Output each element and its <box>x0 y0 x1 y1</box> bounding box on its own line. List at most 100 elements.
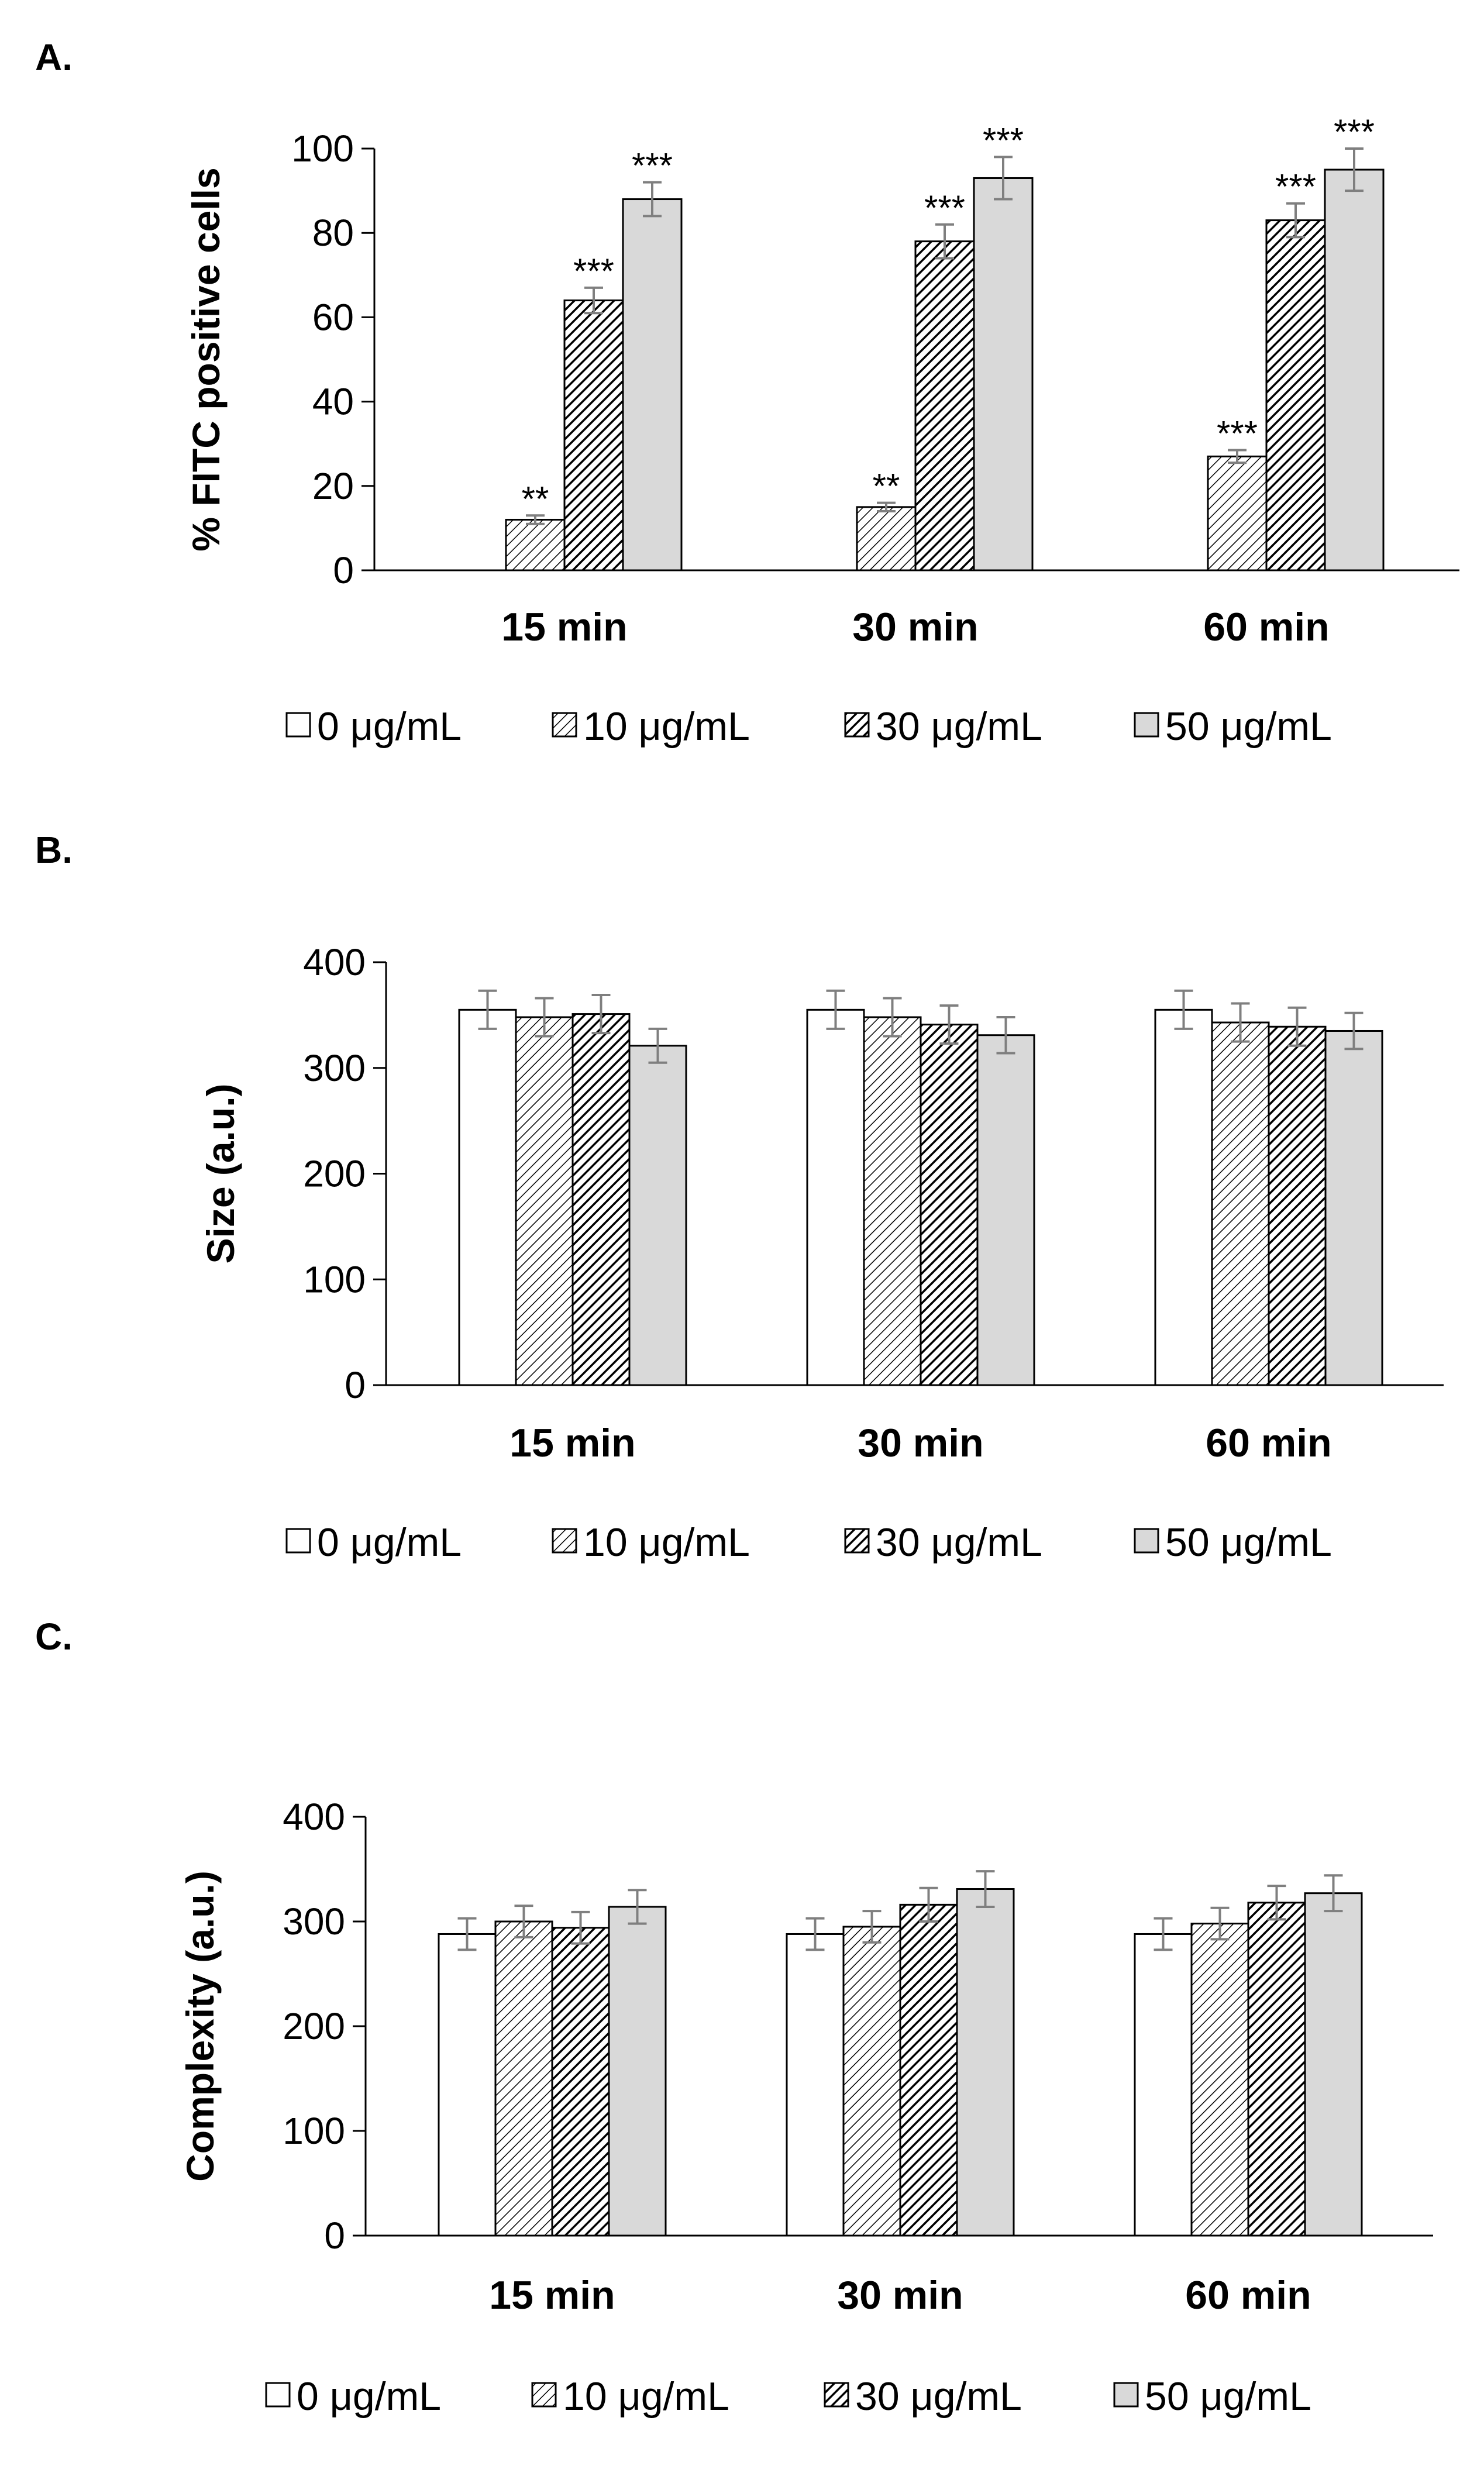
bar <box>458 1008 517 1386</box>
x-category-label: 15 min <box>509 1421 635 1465</box>
y-tick-label: 200 <box>283 2005 345 2047</box>
y-tick-label: 400 <box>303 941 366 983</box>
legend-swatch <box>552 712 577 738</box>
panel-label: C. <box>35 1616 73 1658</box>
y-tick-label: 300 <box>283 1900 345 1943</box>
bar <box>622 198 683 571</box>
panel-label: A. <box>35 36 73 78</box>
bar <box>1247 1902 1306 2237</box>
bar <box>571 1013 631 1386</box>
bar <box>628 1045 687 1386</box>
legend-label: 50 μg/mL <box>1145 2374 1311 2419</box>
bar <box>563 299 624 571</box>
x-category-label: 15 min <box>501 605 627 649</box>
x-category-label: 60 min <box>1185 2273 1311 2317</box>
y-tick-label: 0 <box>345 1364 366 1406</box>
y-tick-label: 0 <box>333 549 354 591</box>
significance-label: *** <box>924 188 965 228</box>
bar <box>1207 455 1268 571</box>
legend-swatch <box>265 2382 291 2408</box>
bar <box>1268 1025 1327 1386</box>
legend-label: 50 μg/mL <box>1165 1520 1332 1565</box>
x-category-label: 30 min <box>837 2273 963 2317</box>
chart-panel-b: B. 0 100 200 300 400 Size (a.u.) 15 min 30 min 60… <box>35 829 1444 1565</box>
significance-label: *** <box>1334 112 1375 151</box>
bar <box>1154 1008 1213 1386</box>
legend-swatch <box>285 1528 311 1554</box>
bar <box>1211 1021 1270 1386</box>
y-tick-label: 100 <box>291 128 354 170</box>
legend-label: 0 μg/mL <box>297 2374 441 2419</box>
x-category-label: 60 min <box>1206 1421 1331 1465</box>
legend-swatch <box>285 712 311 738</box>
significance-label: ** <box>522 479 549 518</box>
legend-label: 30 μg/mL <box>876 704 1042 749</box>
legend-label: 0 μg/mL <box>317 1520 462 1565</box>
bar <box>505 518 566 571</box>
legend-swatch <box>844 1528 870 1554</box>
significance-label: *** <box>573 252 614 291</box>
bar <box>515 1016 574 1386</box>
y-tick-label: 80 <box>312 212 354 254</box>
x-category-label: 60 min <box>1203 605 1329 649</box>
bar <box>1304 1892 1363 2237</box>
bar <box>551 1927 610 2237</box>
legend-swatch <box>552 1528 577 1554</box>
legend-swatch <box>1134 1528 1159 1554</box>
bar <box>856 506 917 571</box>
bar <box>920 1024 979 1386</box>
x-category-label: 30 min <box>858 1421 983 1465</box>
y-tick-label: 20 <box>312 465 354 507</box>
significance-label: *** <box>1275 167 1316 206</box>
bar <box>1324 168 1385 571</box>
bar <box>914 240 975 571</box>
legend-swatch <box>1134 712 1159 738</box>
significance-label: *** <box>1217 414 1258 453</box>
legend-swatch <box>844 712 870 738</box>
legend-label: 10 μg/mL <box>583 1520 750 1565</box>
bar <box>1324 1029 1383 1386</box>
legend-label: 10 μg/mL <box>583 704 750 749</box>
bar <box>1190 1923 1249 2237</box>
y-tick-label: 60 <box>312 296 354 338</box>
bar <box>608 1906 667 2237</box>
bar <box>842 1926 901 2237</box>
y-tick-label: 400 <box>283 1796 345 1838</box>
bar <box>786 1933 845 2237</box>
bar <box>863 1016 922 1386</box>
significance-label: ** <box>873 467 900 506</box>
legend-swatch <box>824 2382 849 2408</box>
legend-label: 30 μg/mL <box>855 2374 1022 2419</box>
legend-label: 10 μg/mL <box>563 2374 729 2419</box>
x-category-label: 30 min <box>852 605 978 649</box>
legend-swatch <box>1113 2382 1139 2408</box>
significance-label: *** <box>983 120 1024 160</box>
legend-label: 30 μg/mL <box>876 1520 1042 1565</box>
y-tick-label: 100 <box>303 1258 366 1300</box>
y-tick-label: 300 <box>303 1047 366 1089</box>
bar <box>973 177 1034 571</box>
bar <box>1265 219 1326 571</box>
y-tick-label: 100 <box>283 2110 345 2152</box>
bar <box>438 1933 497 2237</box>
y-tick-label: 200 <box>303 1153 366 1195</box>
legend-label: 0 μg/mL <box>317 704 462 749</box>
bar <box>976 1034 1035 1386</box>
chart-panel-c: C. 0 100 200 300 400 Complexity (a.u.) 15 min 30… <box>35 1616 1433 2419</box>
bar <box>1134 1933 1193 2237</box>
x-category-label: 15 min <box>489 2273 615 2317</box>
y-axis-title: % FITC positive cells <box>184 167 228 552</box>
y-tick-label: 0 <box>324 2215 345 2257</box>
bar <box>806 1008 865 1386</box>
bar <box>956 1888 1015 2237</box>
y-tick-label: 40 <box>312 381 354 423</box>
bar <box>494 1920 553 2237</box>
y-axis-title: Complexity (a.u.) <box>178 1871 222 2182</box>
y-axis-title: Size (a.u.) <box>199 1083 242 1263</box>
bar <box>899 1903 958 2237</box>
significance-label: *** <box>632 146 673 185</box>
panel-label: B. <box>35 829 73 871</box>
legend-swatch <box>531 2382 557 2408</box>
